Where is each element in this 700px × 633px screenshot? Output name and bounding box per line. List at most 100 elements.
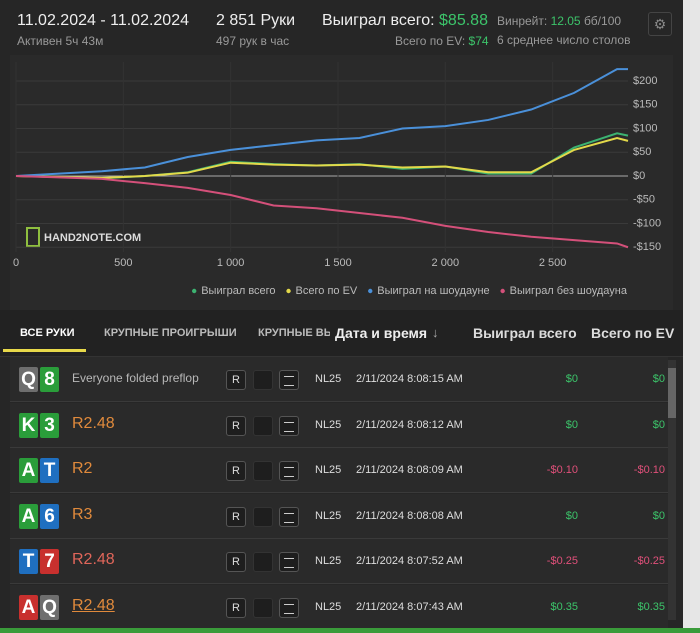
tab-underline — [3, 349, 86, 352]
replay-button[interactable]: R — [226, 415, 246, 436]
sort-icon[interactable]: ↓ — [432, 325, 439, 340]
card: Q — [19, 367, 38, 392]
status-strip — [0, 628, 700, 633]
legend-dot — [286, 288, 291, 294]
card: 3 — [40, 412, 59, 438]
card: T — [40, 458, 59, 483]
won: $0 — [565, 509, 578, 522]
x-tick-label: 1 500 — [324, 257, 352, 269]
col-date[interactable]: Дата и время — [335, 325, 428, 341]
date: 2/11/2024 8:07:43 AM — [356, 600, 463, 613]
action: R3 — [72, 505, 93, 523]
won-total: Выиграл всего: $85.88 — [322, 12, 488, 30]
replay-button[interactable]: R — [226, 597, 246, 618]
ev: -$0.10 — [633, 464, 665, 476]
watermark: HAND2NOTE.COM — [44, 232, 141, 244]
limit: NL25 — [315, 418, 342, 431]
card: Q — [40, 594, 59, 620]
won: -$0.10 — [546, 464, 578, 476]
ev: -$0.25 — [633, 555, 665, 567]
tab[interactable]: КРУПНЫЕ ВЫИ — [258, 327, 330, 339]
ev: $0.35 — [637, 600, 665, 613]
play-button[interactable] — [253, 597, 273, 618]
play-button[interactable] — [253, 461, 273, 481]
tab-bar — [0, 310, 683, 357]
card: 7 — [40, 549, 59, 574]
date: 2/11/2024 8:08:12 AM — [356, 418, 463, 431]
play-button[interactable] — [253, 506, 273, 527]
tab[interactable]: КРУПНЫЕ ПРОИГРЫШИ — [104, 327, 237, 339]
value: $85.88 — [439, 12, 488, 29]
limit: NL25 — [315, 555, 342, 567]
hand-row[interactable]: A T R2 R NL25 2/11/2024 8:08:09 AM -$0.10 -$0.1… — [10, 448, 668, 493]
x-tick-label: 0 — [13, 257, 19, 269]
card: 8 — [40, 367, 59, 392]
value: $74 — [468, 34, 489, 48]
x-tick-label: 2 000 — [432, 257, 460, 269]
limit: NL25 — [315, 464, 342, 476]
series-line — [15, 175, 629, 249]
details-button[interactable] — [279, 506, 299, 527]
action: R2.48 — [72, 596, 115, 614]
x-tick-label: 1 000 — [217, 257, 245, 269]
date-range: 11.02.2024 - 11.02.2024 — [17, 12, 189, 29]
hand-row[interactable]: T 7 R2.48 R NL25 2/11/2024 8:07:52 AM -$0.25 -$… — [10, 539, 668, 584]
y-tick-label: $50 — [633, 146, 651, 158]
app: 11.02.2024 - 11.02.2024 Активен 5ч 43м 2… — [0, 0, 683, 628]
details-button[interactable] — [279, 461, 299, 481]
date: 2/11/2024 8:08:09 AM — [356, 464, 463, 476]
play-button[interactable] — [253, 415, 273, 436]
card: T — [19, 549, 38, 574]
card: A — [19, 594, 38, 620]
replay-button[interactable]: R — [226, 461, 246, 481]
scroll-thumb[interactable] — [668, 368, 676, 418]
play-button[interactable] — [253, 552, 273, 572]
details-button[interactable] — [279, 597, 299, 618]
play-button[interactable] — [253, 370, 273, 390]
won: -$0.25 — [546, 555, 578, 567]
legend-dot — [192, 288, 197, 294]
y-tick-label: -$100 — [633, 217, 661, 229]
won: $0 — [565, 418, 578, 431]
hand-row[interactable]: Q 8 Everyone folded preflop R NL25 2/11/2024 … — [10, 357, 668, 402]
hands: 2 851 Руки — [216, 12, 296, 29]
hand-row[interactable]: A 6 R3 R NL25 2/11/2024 8:08:08 AM $0 $0 — [10, 493, 668, 539]
y-tick-label: $200 — [633, 75, 657, 87]
unit: бб/100 — [583, 14, 622, 28]
action: R2.48 — [72, 414, 115, 432]
x-tick-label: 500 — [114, 257, 132, 269]
legend-label: Выиграл на шоудауне — [377, 285, 489, 297]
y-tick-label: -$150 — [633, 241, 661, 253]
card: A — [19, 503, 38, 529]
details-button[interactable] — [279, 415, 299, 436]
hands-per-hour: 497 рук в час — [216, 34, 290, 48]
label: Винрейт: — [497, 14, 548, 28]
value: 12.05 — [550, 14, 581, 28]
replay-button[interactable]: R — [226, 370, 246, 390]
legend-label: Выиграл всего — [201, 285, 275, 297]
limit: NL25 — [315, 373, 342, 385]
action: Everyone folded preflop — [72, 371, 199, 385]
replay-button[interactable]: R — [226, 506, 246, 527]
series-line — [15, 136, 629, 179]
date: 2/11/2024 8:07:52 AM — [356, 555, 463, 567]
hand-row[interactable]: K 3 R2.48 R NL25 2/11/2024 8:08:12 AM $0 $0 — [10, 402, 668, 448]
details-button[interactable] — [279, 370, 299, 390]
hand-row[interactable]: A Q R2.48 R NL25 2/11/2024 8:07:43 AM $0.35 $0.… — [10, 584, 668, 628]
col-won[interactable]: Выиграл всего — [473, 325, 577, 341]
won: $0 — [565, 373, 578, 385]
action: R2 — [72, 460, 93, 477]
legend-label: Выиграл без шоудауна — [510, 285, 628, 297]
settings-button[interactable]: ⚙ — [648, 12, 672, 36]
scrollbar[interactable] — [668, 360, 676, 620]
won: $0.35 — [550, 600, 578, 613]
tab[interactable]: ВСЕ РУКИ — [20, 327, 75, 339]
label: Выиграл всего: — [322, 12, 435, 29]
legend-dot — [368, 288, 373, 294]
replay-button[interactable]: R — [226, 552, 246, 572]
col-ev[interactable]: Всего по EV — [591, 325, 675, 341]
details-button[interactable] — [279, 552, 299, 572]
chart: HAND2NOTE.COM $200 $150 $100 $50 $0 -$50 -$100… — [10, 55, 673, 310]
ev: $0 — [652, 373, 665, 385]
winrate: Винрейт: 12.05 бб/100 — [497, 14, 621, 28]
